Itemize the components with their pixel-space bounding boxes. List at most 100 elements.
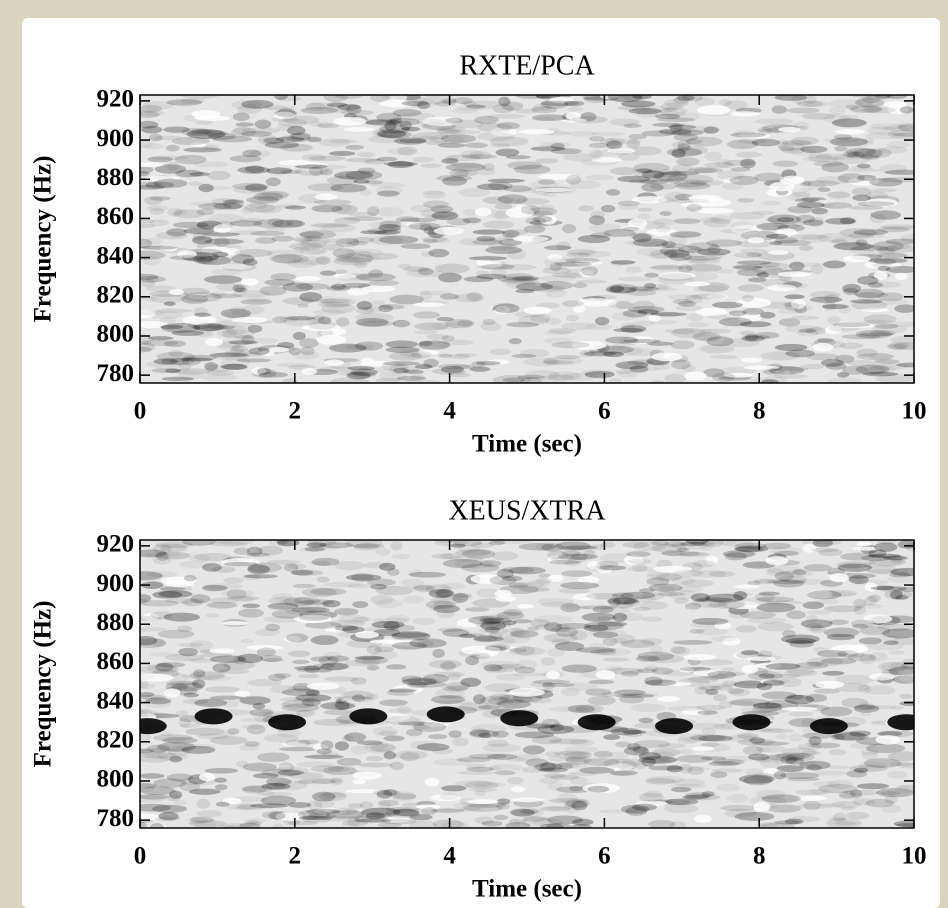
noise (140, 755, 171, 763)
noise (300, 346, 315, 356)
noise (712, 301, 743, 309)
noise (420, 208, 457, 218)
noise (353, 179, 370, 184)
noise (140, 571, 163, 581)
noise (895, 822, 914, 827)
noise (856, 276, 879, 285)
noise (495, 595, 517, 602)
noise (699, 344, 735, 354)
noise (673, 133, 699, 142)
noise (465, 104, 486, 109)
noise (710, 685, 733, 691)
noise (140, 594, 152, 603)
noise (256, 790, 275, 797)
noise (213, 202, 243, 210)
noise (356, 301, 373, 310)
noise (588, 223, 624, 233)
noise (345, 540, 384, 548)
noise (247, 324, 263, 333)
noise (371, 650, 398, 660)
noise (248, 347, 270, 355)
noise (696, 105, 731, 115)
noise (593, 95, 633, 99)
noise (297, 778, 337, 785)
noise (840, 552, 876, 561)
noise (195, 222, 218, 229)
noise (657, 168, 681, 178)
noise (354, 341, 384, 351)
noise (735, 546, 764, 552)
noise (364, 180, 383, 185)
noise (215, 540, 255, 545)
noise (596, 560, 619, 568)
noise (623, 95, 649, 102)
noise (295, 282, 329, 290)
noise (531, 236, 547, 244)
noise (724, 372, 754, 378)
noise (231, 254, 255, 264)
noise (166, 228, 187, 237)
noise (766, 753, 806, 761)
noise (540, 280, 574, 290)
noise (140, 310, 165, 316)
noise (905, 542, 914, 552)
noise (148, 652, 179, 657)
noise (671, 327, 706, 338)
noise (223, 561, 258, 567)
noise (502, 620, 517, 626)
noise (470, 542, 494, 549)
noise (789, 262, 824, 267)
noise (146, 285, 177, 293)
noise (850, 789, 863, 798)
noise (800, 363, 825, 370)
noise (540, 823, 572, 828)
noise (856, 97, 874, 108)
noise (627, 285, 653, 293)
noise (850, 619, 876, 628)
noise (879, 163, 908, 174)
noise (345, 157, 381, 163)
noise (701, 791, 715, 797)
noise (840, 806, 856, 811)
x-tick-label: 2 (289, 398, 302, 425)
noise (801, 112, 836, 120)
noise (140, 276, 167, 283)
noise (210, 268, 243, 275)
x-tick-label: 8 (753, 843, 766, 870)
noise (183, 147, 222, 153)
noise (503, 185, 533, 192)
noise (259, 285, 287, 296)
noise (360, 807, 401, 818)
noise (513, 619, 532, 624)
noise (586, 565, 610, 572)
noise (890, 567, 914, 576)
noise (417, 135, 441, 141)
noise (623, 339, 661, 344)
noise (261, 791, 293, 797)
noise (202, 563, 222, 572)
noise (216, 341, 241, 351)
noise (890, 590, 903, 600)
noise (439, 293, 459, 300)
noise (401, 802, 418, 807)
noise (482, 618, 502, 624)
noise (888, 666, 914, 676)
noise (496, 568, 514, 579)
noise (278, 762, 294, 773)
noise (785, 638, 817, 644)
noise (140, 104, 162, 113)
noise (729, 698, 770, 706)
noise (868, 549, 887, 558)
noise (441, 335, 455, 342)
qpo-feature (426, 706, 465, 723)
noise (221, 328, 238, 339)
noise (557, 793, 578, 803)
noise (522, 766, 544, 773)
noise (236, 284, 249, 290)
noise (882, 628, 914, 639)
noise (632, 238, 669, 247)
noise (287, 563, 307, 569)
noise (271, 254, 303, 264)
noise (264, 227, 287, 233)
noise (441, 785, 467, 792)
